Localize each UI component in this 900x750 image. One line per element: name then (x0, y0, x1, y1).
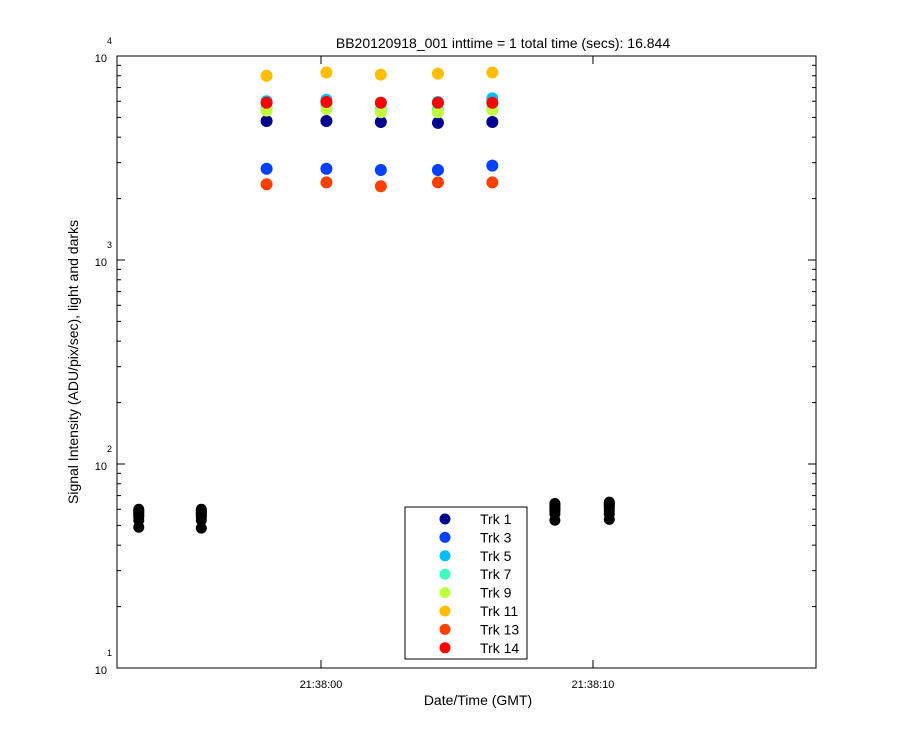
series-point (486, 176, 499, 189)
series-points-group (260, 66, 499, 193)
series-point (374, 96, 387, 109)
minor-ticks (117, 64, 816, 608)
x-axis-ticks: 21:38:00 21:38:10 (300, 56, 615, 691)
y-tick-label-base: 10 (95, 665, 107, 677)
legend: Trk 1 Trk 3 Trk 5 Trk 7 Trk 9 Trk 11 Trk 13 Trk… (404, 506, 528, 660)
legend-marker (439, 568, 451, 580)
y-tick-label-base: 10 (95, 257, 107, 269)
legend-label: Trk 13 (480, 621, 519, 637)
legend-marker (439, 531, 451, 543)
legend-label: Trk 5 (480, 548, 512, 564)
legend-label: Trk 11 (480, 603, 518, 619)
series-point (431, 106, 444, 119)
series-point (374, 164, 387, 177)
x-axis-label: Date/Time (GMT) (424, 692, 532, 708)
legend-entries: Trk 1 Trk 3 Trk 5 Trk 7 Trk 9 Trk 11 Trk 13 Trk… (439, 511, 519, 656)
series-point (260, 69, 273, 82)
series-point (320, 95, 333, 108)
dark-point (133, 503, 145, 515)
series-point (320, 176, 333, 189)
series-point (431, 67, 444, 80)
series-point (320, 162, 333, 175)
legend-label: Trk 7 (480, 566, 512, 582)
series-point (260, 162, 273, 175)
y-tick-label-exponent: 4 (107, 36, 112, 46)
legend-marker (439, 513, 451, 525)
y-tick-label-base: 10 (95, 53, 107, 65)
series-point (260, 115, 273, 128)
y-tick-label-exponent: 2 (107, 444, 112, 454)
legend-label: Trk 14 (480, 640, 519, 656)
series-point (431, 164, 444, 177)
series-point (431, 176, 444, 189)
series-point (260, 96, 273, 109)
legend-marker (439, 550, 451, 562)
legend-marker (439, 623, 451, 635)
series-point (374, 106, 387, 119)
legend-marker (439, 642, 451, 654)
dark-point (603, 496, 615, 508)
legend-label: Trk 1 (480, 511, 512, 527)
y-tick-label-exponent: 1 (107, 648, 112, 658)
series-point (431, 96, 444, 109)
legend-box (404, 506, 528, 660)
series-point (374, 180, 387, 193)
series-point (486, 96, 499, 109)
series-point (320, 66, 333, 79)
series-point (320, 115, 333, 128)
dark-point (195, 503, 207, 515)
legend-label: Trk 9 (480, 585, 512, 601)
series-point (260, 178, 273, 191)
legend-marker (439, 587, 451, 599)
series-point (431, 116, 444, 129)
dark-points-group (133, 496, 615, 534)
chart-title: BB20120918_001 inttime = 1 total time (s… (336, 35, 670, 51)
dark-point (195, 522, 207, 534)
x-tick-label: 21:38:10 (572, 679, 615, 691)
y-axis-label: Signal Intensity (ADU/pix/sec), light an… (65, 220, 81, 504)
series-point (374, 68, 387, 81)
y-tick-label-base: 10 (95, 461, 107, 473)
dark-point (549, 498, 561, 510)
y-tick-label-exponent: 3 (107, 240, 112, 250)
series-point (486, 66, 499, 79)
series-point (486, 159, 499, 172)
x-tick-label: 21:38:00 (300, 679, 343, 691)
series-point (374, 115, 387, 128)
legend-marker (439, 605, 451, 617)
legend-label: Trk 3 (480, 529, 512, 545)
series-point (486, 115, 499, 128)
